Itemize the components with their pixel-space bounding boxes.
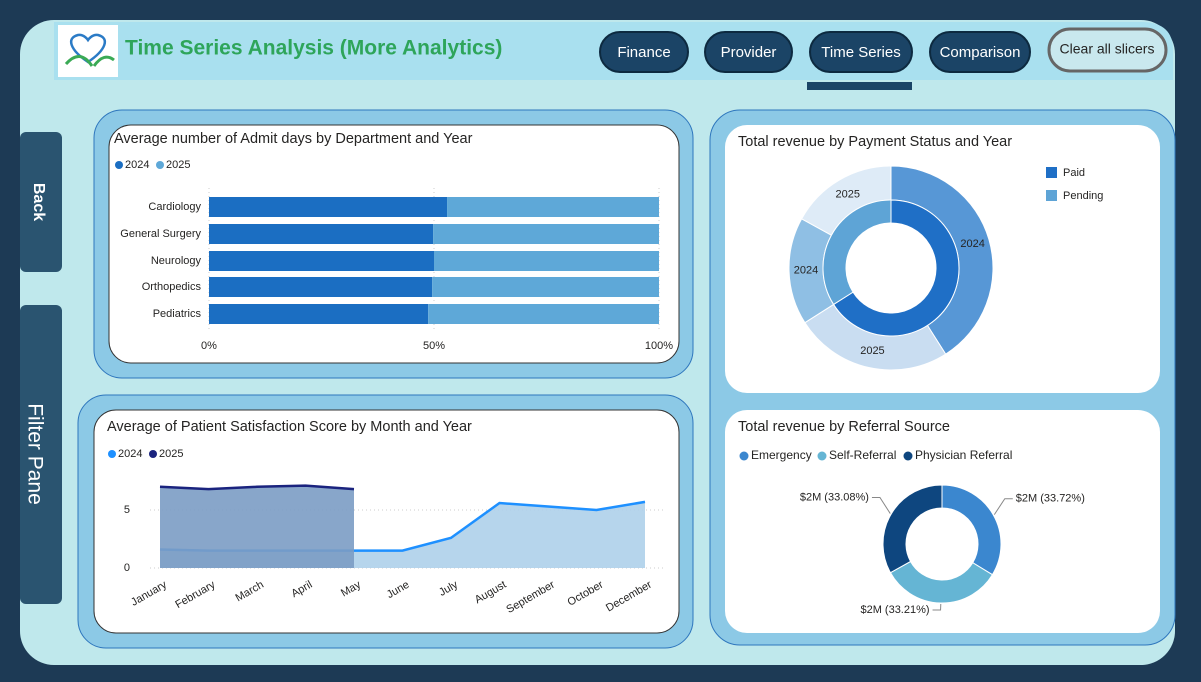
data-label: $2M (33.21%) xyxy=(860,604,929,616)
leader-line xyxy=(871,496,891,514)
chart-title: Average number of Admit days by Departme… xyxy=(114,131,473,147)
legend-marker xyxy=(115,161,123,169)
y-tick-label: Cardiology xyxy=(148,201,201,213)
legend-label: Self-Referral xyxy=(829,448,896,462)
logo-heart xyxy=(69,33,107,64)
logo xyxy=(58,25,118,77)
legend-label: 2024 xyxy=(118,448,142,460)
line xyxy=(159,484,355,491)
x-tick-label: 0% xyxy=(201,340,217,352)
nav-button-label[interactable]: Comparison xyxy=(940,44,1021,61)
card xyxy=(725,410,1160,633)
nav-button-label[interactable]: Provider xyxy=(721,44,777,61)
nav-button[interactable] xyxy=(809,31,913,73)
bar-segment xyxy=(209,224,434,244)
filter-tab[interactable] xyxy=(20,305,62,604)
legend-label: 2025 xyxy=(166,159,190,171)
x-tick-label: 50% xyxy=(423,340,445,352)
legend-marker xyxy=(156,161,164,169)
legend-label: Physician Referral xyxy=(915,448,1012,462)
nav-button[interactable] xyxy=(929,31,1031,73)
bar-segment xyxy=(432,277,659,297)
nav-button[interactable] xyxy=(704,31,793,73)
y-tick-label: General Surgery xyxy=(120,228,201,240)
bar-segment xyxy=(209,251,434,271)
leader-line xyxy=(993,498,1013,515)
legend-marker xyxy=(1046,167,1057,178)
y-tick-label: Orthopedics xyxy=(142,281,202,293)
bar-segment xyxy=(209,304,429,324)
bar-segment xyxy=(434,251,659,271)
legend-marker xyxy=(739,451,749,461)
clear-button[interactable] xyxy=(1047,27,1168,73)
legend-label: Paid xyxy=(1063,167,1085,179)
x-tick-label: 100% xyxy=(645,340,673,352)
logo-leaf xyxy=(64,55,115,67)
back-tab-label[interactable]: Back xyxy=(30,183,47,221)
y-tick-label: Neurology xyxy=(151,255,202,267)
legend-marker xyxy=(817,451,827,461)
bar-segment xyxy=(209,197,448,217)
legend-label: 2024 xyxy=(125,159,149,171)
legend-label: Emergency xyxy=(751,448,812,462)
y-tick-label: 5 xyxy=(124,504,130,516)
nav-button[interactable] xyxy=(599,31,689,73)
filter-tab-label[interactable]: Filter Pane xyxy=(23,403,46,505)
back-tab[interactable] xyxy=(20,132,62,272)
page-title: Time Series Analysis (More Analytics) xyxy=(125,37,502,60)
data-label: $2M (33.72%) xyxy=(1016,493,1085,505)
bar-segment xyxy=(433,224,659,244)
card xyxy=(93,409,680,634)
active-underline xyxy=(807,82,912,90)
data-label: $2M (33.08%) xyxy=(800,491,869,503)
chart-title: Total revenue by Referral Source xyxy=(738,419,950,435)
segment-label: 2024 xyxy=(960,238,984,250)
y-tick-label: 0 xyxy=(124,562,130,574)
legend-marker xyxy=(1046,190,1057,201)
nav-button-label[interactable]: Time Series xyxy=(821,44,900,61)
donut-segment xyxy=(882,484,943,574)
inner-segment xyxy=(822,199,892,306)
legend-label: 2025 xyxy=(159,448,183,460)
area xyxy=(160,485,354,568)
legend-marker xyxy=(108,450,116,458)
segment-label: 2025 xyxy=(835,189,859,201)
leader-line xyxy=(932,603,942,611)
segment-label: 2024 xyxy=(794,265,818,277)
nav-button-label[interactable]: Finance xyxy=(617,44,670,61)
chart-title: Average of Patient Satisfaction Score by… xyxy=(107,419,472,435)
nav: Finance Provider Time Series Comparison xyxy=(599,31,1031,73)
segment-label: 2025 xyxy=(860,345,884,357)
legend-marker xyxy=(149,450,157,458)
legend-marker xyxy=(903,451,913,461)
legend-label: Pending xyxy=(1063,190,1103,202)
bar-segment xyxy=(447,197,659,217)
bar-segment xyxy=(428,304,659,324)
clear-button-label[interactable]: Clear all slicers xyxy=(1060,41,1155,57)
y-tick-label: Pediatrics xyxy=(153,308,202,320)
bar-segment xyxy=(209,277,433,297)
inner-segment xyxy=(832,199,960,337)
chart-title: Total revenue by Payment Status and Year xyxy=(738,134,1012,150)
